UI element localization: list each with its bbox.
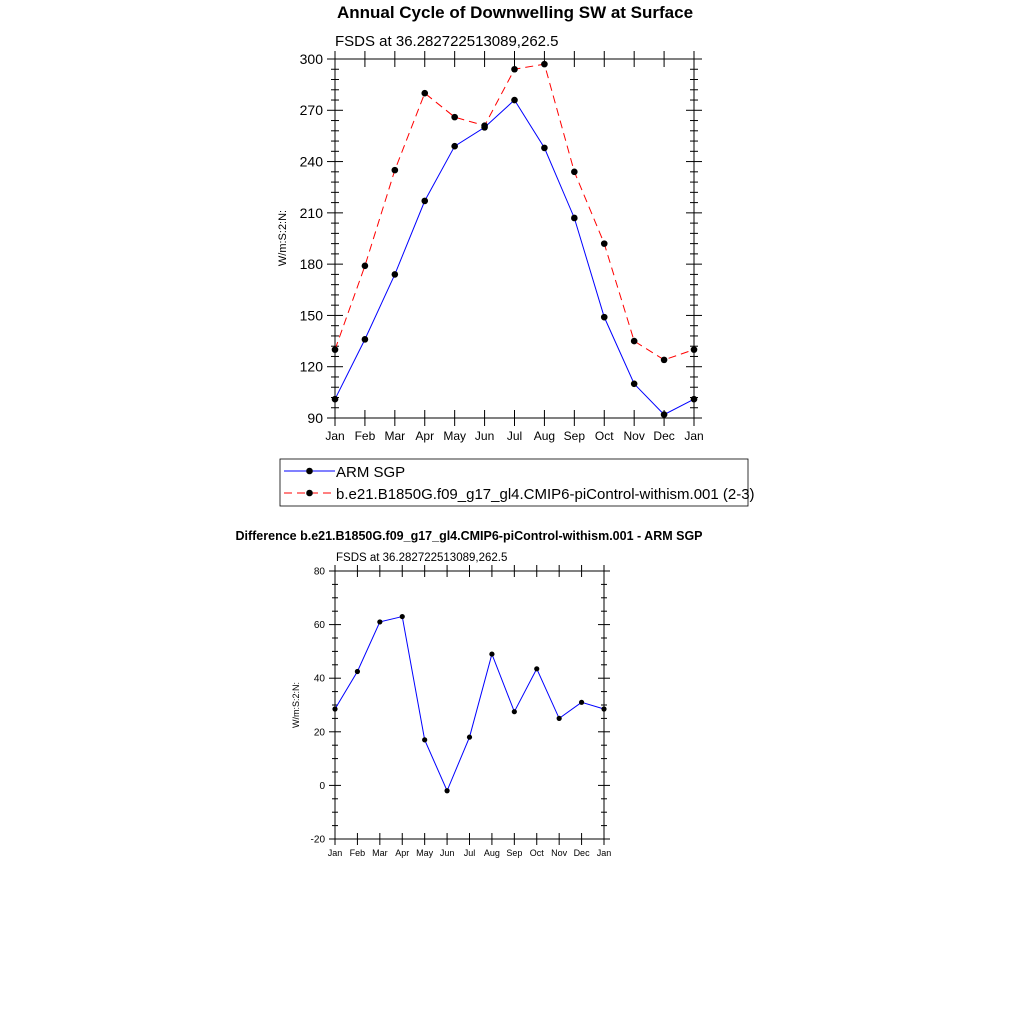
chart2-series-0-point <box>377 619 383 625</box>
chart1-x-tick-label: Jul <box>507 429 522 443</box>
chart1-x-tick-label: Jan <box>684 429 703 443</box>
chart2-y-tick-label: 0 <box>319 781 325 792</box>
chart1-y-tick-label: 150 <box>300 307 324 323</box>
chart1-series-0-point <box>541 144 548 152</box>
chart2-x-tick-label: Feb <box>350 848 366 858</box>
chart1-series-0-point <box>451 142 458 150</box>
chart1-series-0-point <box>571 214 578 222</box>
chart1-x-tick-label: Mar <box>384 429 405 443</box>
chart1-x-tick-label: May <box>443 429 466 443</box>
chart1-series-1-point <box>511 65 518 73</box>
chart1-x-tick-label: Sep <box>564 429 586 443</box>
chart1-x-tick-label: Oct <box>595 429 614 443</box>
chart2-series-0-point <box>332 706 338 712</box>
chart1-series-1-point <box>690 346 698 353</box>
chart1-series-1-point <box>541 60 548 68</box>
chart2-series-0-line <box>334 615 605 793</box>
chart1-y-tick-label: 270 <box>300 102 324 118</box>
chart1-series-1-point <box>421 89 429 97</box>
chart2-x-tick-label: Sep <box>506 848 522 858</box>
chart2-x-tick-label: Jan <box>328 848 343 858</box>
difference-chart: Difference b.e21.B1850G.f09_g17_gl4.CMIP… <box>235 529 702 858</box>
chart2-x-tick-label: Oct <box>530 848 545 858</box>
chart2-x-tick-label: Nov <box>551 848 568 858</box>
chart1-legend: ARM SGP b.e21.B1850G.f09_g17_gl4.CMIP6-p… <box>279 458 755 507</box>
annual-cycle-chart: Annual Cycle of Downwelling SW at Surfac… <box>277 3 704 443</box>
chart1-plot-frame <box>334 58 695 419</box>
chart2-series-0-point <box>556 715 562 722</box>
chart2-plot-frame <box>334 570 605 840</box>
chart1-series-1-point <box>451 113 458 121</box>
chart2-y-tick-label: 40 <box>314 674 326 685</box>
chart2-x-tick-label: Jul <box>464 848 476 858</box>
chart2-title: Difference b.e21.B1850G.f09_g17_gl4.CMIP… <box>235 529 702 543</box>
chart1-series-0-point <box>361 336 369 343</box>
chart1-series-0-point <box>630 380 638 388</box>
legend-marker-arm-sgp <box>306 467 313 475</box>
chart1-x-tick-label: Jan <box>325 429 344 443</box>
chart2-x-tick-label: Jun <box>440 848 455 858</box>
chart1-series-1-point <box>391 166 399 174</box>
chart2-series-0-point <box>534 666 540 672</box>
chart1-series-0-point <box>511 96 518 104</box>
chart1-y-tick-label: 300 <box>300 51 324 67</box>
legend-box <box>279 458 749 507</box>
chart2-y-tick-label: 60 <box>314 620 326 631</box>
chart1-series-0-point <box>600 313 608 321</box>
chart1-series-1-point <box>600 240 608 247</box>
chart2-x-tick-label: Dec <box>574 848 591 858</box>
chart1-series-1-point <box>630 337 638 345</box>
chart2-y-axis-label: W/m:S:2:N: <box>291 682 301 728</box>
chart2-y-tick-label: 80 <box>314 567 326 578</box>
chart2-x-tick-label: Apr <box>395 848 409 858</box>
chart1-x-tick-label: Nov <box>623 429 644 443</box>
chart2-x-tick-label: Jan <box>597 848 612 858</box>
legend-label-arm-sgp: ARM SGP <box>336 464 405 481</box>
chart1-y-tick-label: 210 <box>300 205 324 221</box>
chart1-y-tick-label: 180 <box>300 256 324 272</box>
chart1-series-1-line <box>334 63 695 361</box>
chart2-series-0-point <box>354 668 361 675</box>
chart2-x-tick-label: May <box>416 848 434 858</box>
chart2-series-0-point <box>422 737 428 743</box>
chart2-series-0-point <box>601 706 607 712</box>
chart1-subtitle: FSDS at 36.282722513089,262.5 <box>335 33 559 50</box>
chart2-x-tick-label: Aug <box>484 848 500 858</box>
chart1-x-tick-label: Apr <box>415 429 434 443</box>
chart1-series-1-point <box>481 122 488 129</box>
chart1-series-0-point <box>331 395 339 403</box>
chart2-subtitle: FSDS at 36.282722513089,262.5 <box>336 552 507 564</box>
chart2-series-0-point <box>444 788 450 794</box>
chart2-series-0-point <box>578 699 585 705</box>
legend-marker-model <box>306 489 313 497</box>
chart2-y-tick-label: 20 <box>314 727 326 738</box>
chart2-series-0-point <box>466 734 473 740</box>
chart1-series-0-point <box>660 411 668 418</box>
chart2-series-0-point <box>399 613 405 620</box>
legend-label-model: b.e21.B1850G.f09_g17_gl4.CMIP6-piControl… <box>336 486 755 503</box>
chart1-x-tick-label: Feb <box>355 429 376 443</box>
chart1-y-tick-label: 240 <box>300 153 324 169</box>
chart1-y-tick-label: 90 <box>307 410 323 426</box>
chart1-series-0-point <box>391 271 399 278</box>
chart1-series-0-line <box>334 99 695 416</box>
chart1-series-0-point <box>421 197 429 205</box>
chart1-x-tick-label: Dec <box>653 429 674 443</box>
chart1-series-1-point <box>361 262 369 270</box>
chart2-series-0-point <box>511 709 517 715</box>
chart1-series-1-point <box>571 168 578 176</box>
chart1-title: Annual Cycle of Downwelling SW at Surfac… <box>337 3 693 22</box>
chart1-series-0-point <box>690 395 698 403</box>
chart1-y-tick-label: 120 <box>300 359 324 375</box>
chart1-x-tick-label: Aug <box>534 429 555 443</box>
chart1-y-axis-label: W/m:S:2:N: <box>277 210 289 266</box>
chart1-series-1-point <box>660 356 668 364</box>
chart2-x-tick-label: Mar <box>372 848 388 858</box>
chart1-series-1-point <box>331 346 339 353</box>
chart2-y-tick-label: -20 <box>311 835 326 846</box>
chart2-series-0-point <box>489 651 495 657</box>
chart1-x-tick-label: Jun <box>475 429 494 443</box>
